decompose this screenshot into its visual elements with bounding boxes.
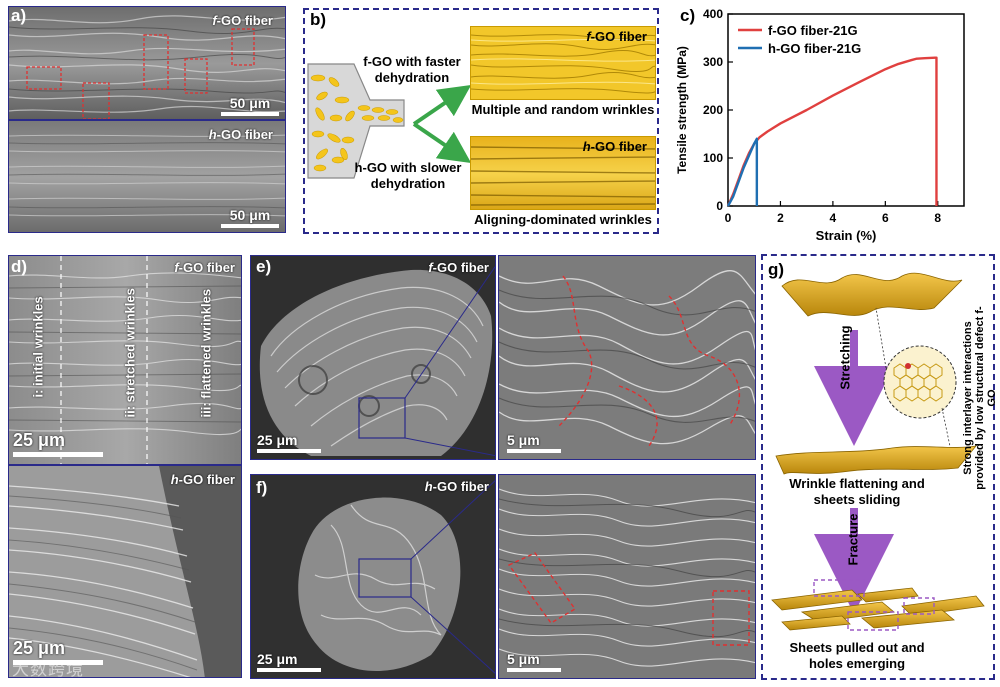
y-tick-label: 200	[703, 103, 723, 117]
panel-g-stretching-label: Stretching	[837, 325, 853, 390]
x-tick-label: 2	[777, 211, 784, 225]
panel-c-letter: c)	[680, 6, 696, 25]
series-line-f-go	[726, 56, 938, 207]
scale-bar-label: 25 μm	[257, 432, 298, 448]
series-line-h-go	[726, 137, 759, 207]
panel-b-f-go-wrinkle-illustration: f-GO fiber	[470, 26, 656, 100]
panel-b-green-arrows	[412, 84, 470, 164]
panel-b-nozzle	[307, 63, 405, 179]
panel-c-tensile-chart: 0 2 4 6 8 0 100 200 300 400 Strain (%) Tensile stre…	[675, 7, 965, 243]
panel-a-bottom-scale-bar: 50 μm	[221, 207, 279, 228]
panel-b-frame	[303, 8, 659, 234]
panel-e-letter: e)	[256, 257, 272, 276]
panel-f-right-image: 5 μm	[498, 474, 756, 679]
x-axis-label: Strain (%)	[816, 228, 877, 243]
panel-d-bottom-image: h-GO fiber 25 μm	[8, 465, 242, 678]
panel-b-slower-dehydration-text: h-GO with slower dehydration	[354, 160, 462, 191]
panel-d-top-scale-bar: 25 μm	[13, 430, 103, 457]
panel-a-top-scale-bar: 50 μm	[221, 95, 279, 116]
x-tick-label: 8	[934, 211, 941, 225]
panel-d-bottom-fiber-label: h-GO fiber	[170, 472, 235, 487]
x-tick-label: 6	[882, 211, 889, 225]
panel-b-bottom-caption: Aligning-dominated wrinkles	[474, 212, 652, 227]
panel-e-right-image: 5 μm	[498, 255, 756, 460]
x-tick-label: 0	[725, 211, 732, 225]
panel-f-letter: f)	[256, 478, 268, 497]
panel-d-zone-ii-label: ii: stretched wrinkles	[122, 288, 138, 418]
legend-entry: h-GO fiber-21G	[768, 41, 861, 56]
panel-b-h-go-wrinkle-illustration: h-GO fiber	[470, 136, 656, 210]
panel-a-bottom-image: h-GO fiber 50 μm	[8, 120, 286, 233]
legend-entry: f-GO fiber-21G	[768, 23, 858, 38]
scale-bar-label: 5 μm	[507, 651, 540, 667]
scale-bar-label: 25 μm	[257, 651, 298, 667]
panel-b-faster-dehydration-text: f-GO with faster dehydration	[363, 54, 461, 85]
panel-d-zone-iii-label: iii: flattened wrinkles	[198, 288, 214, 418]
panel-d-bottom-scale-bar: 25 μm	[13, 638, 103, 665]
panel-f-left-image: h-GO fiber 25 μm	[250, 474, 496, 679]
sem-f-go-fiber-surface	[9, 7, 285, 119]
panel-b-top-caption: Multiple and random wrinkles	[471, 102, 655, 117]
panel-b-bottom-fiber-label: h-GO fiber	[582, 139, 647, 154]
panel-e-left-scale-bar: 25 μm	[257, 432, 321, 453]
panel-f-fiber-label: h-GO fiber	[424, 479, 489, 494]
panel-d-zone-i-label: i: initial wrinkles	[30, 296, 46, 398]
panel-f-right-scale-bar: 5 μm	[507, 651, 561, 672]
panel-g-letter: g)	[768, 260, 785, 279]
scale-bar-label: 25 μm	[13, 638, 66, 658]
panel-b-letter: b)	[310, 10, 327, 29]
y-tick-label: 100	[703, 151, 723, 165]
panel-f-left-scale-bar: 25 μm	[257, 651, 321, 672]
panel-g-schematic	[771, 272, 985, 631]
panel-e-fiber-label: f-GO fiber	[428, 260, 489, 275]
panel-e-right-scale-bar: 5 μm	[507, 432, 561, 453]
scale-bar-label: 50 μm	[229, 207, 271, 223]
panel-g-fracture-label: Fracture	[845, 513, 861, 566]
x-tick-label: 4	[830, 211, 837, 225]
scale-bar-label: 5 μm	[507, 432, 540, 448]
y-axis-label: Tensile strength (MPa)	[675, 46, 689, 174]
panel-d-top-fiber-label: f-GO fiber	[174, 260, 235, 275]
scale-bar-label: 50 μm	[229, 95, 271, 111]
watermark-text: 大数跨境	[12, 660, 84, 680]
panel-e-left-image: f-GO fiber 25 μm	[250, 255, 496, 460]
panel-a-bottom-fiber-label: h-GO fiber	[208, 127, 273, 142]
y-tick-label: 400	[703, 7, 723, 21]
panel-b-top-fiber-label: f-GO fiber	[586, 29, 647, 44]
panel-g-frame	[761, 254, 995, 680]
panel-g-step1-caption: Wrinkle flattening and sheets sliding	[789, 476, 925, 507]
panel-d-letter: d)	[11, 257, 28, 276]
panel-d-top-image: f-GO fiber 25 μm	[8, 255, 242, 465]
panel-g-step2-caption: Sheets pulled out and holes emerging	[789, 640, 925, 671]
panel-a-top-fiber-label: f-GO fiber	[212, 13, 273, 28]
panel-a-top-image: f-GO fiber 50 μm	[8, 6, 286, 120]
sem-h-go-fiber-surface	[9, 121, 285, 232]
y-tick-label: 300	[703, 55, 723, 69]
scale-bar-label: 25 μm	[13, 430, 66, 450]
y-tick-label: 0	[716, 199, 723, 213]
panel-a-letter: a)	[11, 6, 27, 25]
panel-g-interlayer-note: Strong interlayer interactions provided …	[962, 306, 998, 490]
